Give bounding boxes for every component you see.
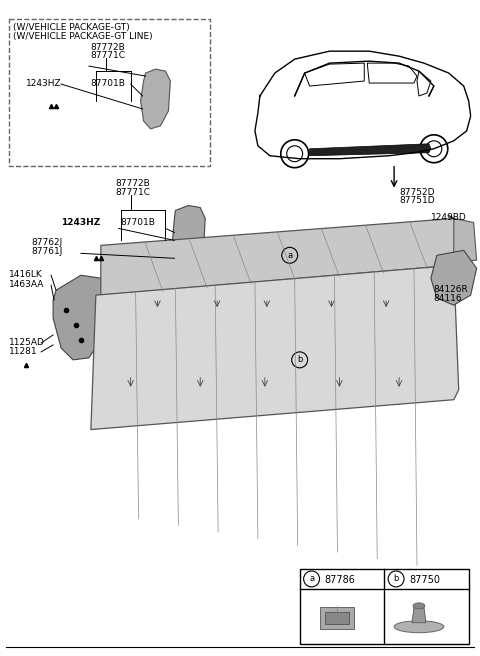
Text: 87750: 87750 [409,575,440,585]
Text: 1243HZ: 1243HZ [26,79,62,88]
Ellipse shape [413,603,425,609]
Text: 87772B: 87772B [116,178,150,188]
Text: b: b [394,575,399,583]
Bar [324,612,349,624]
Polygon shape [310,144,431,155]
Text: 87786: 87786 [324,575,355,585]
Text: 87701B: 87701B [91,79,126,88]
Text: a: a [309,575,314,583]
Polygon shape [454,218,477,265]
Polygon shape [141,69,170,129]
Text: (W/VEHICLE PACKAGE-GT): (W/VEHICLE PACKAGE-GT) [13,24,130,32]
Ellipse shape [394,621,444,632]
Polygon shape [53,276,106,360]
Bar [320,607,354,628]
Text: 1125AD: 1125AD [9,338,45,347]
Text: 87751D: 87751D [399,195,435,205]
Text: 87771C: 87771C [91,51,126,60]
Text: a: a [287,251,292,260]
Text: 87701B: 87701B [120,218,156,228]
Text: 1249BD: 1249BD [431,213,467,222]
Text: 87762J: 87762J [31,238,62,247]
Text: 84116: 84116 [434,294,463,303]
Text: 87761J: 87761J [31,247,62,256]
Text: (W/VEHICLE PACKAGE-GT LINE): (W/VEHICLE PACKAGE-GT LINE) [13,32,153,41]
Polygon shape [412,607,426,623]
Text: 84126R: 84126R [434,285,468,294]
Text: 1243HZ: 1243HZ [61,218,100,228]
Polygon shape [172,205,205,276]
Bar [300,569,468,644]
Polygon shape [431,251,477,305]
Text: 87771C: 87771C [116,188,151,197]
Text: b: b [297,356,302,364]
Text: 87752D: 87752D [399,188,434,197]
Polygon shape [91,265,459,430]
Text: 87772B: 87772B [91,43,126,52]
Polygon shape [101,218,474,295]
Text: 11281: 11281 [9,347,38,356]
Text: 1416LK: 1416LK [9,270,43,279]
Text: 1463AA: 1463AA [9,280,45,289]
